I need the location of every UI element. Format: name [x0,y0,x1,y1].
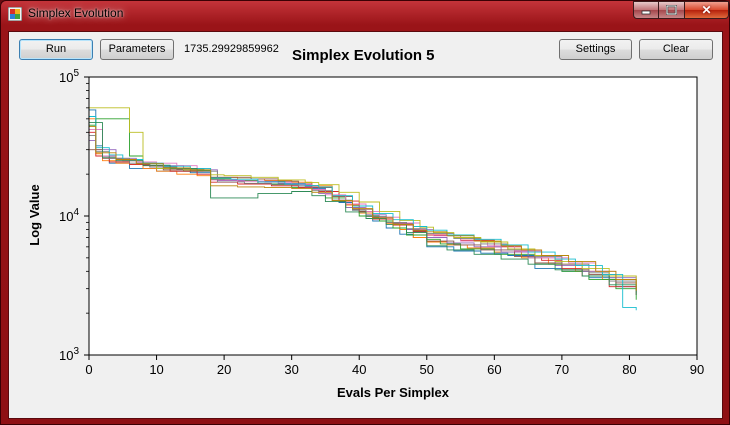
y-tick-label: 105 [59,68,79,85]
x-tick-label: 30 [284,362,298,377]
y-ticks: 103 104 105 [59,68,89,363]
app-icon [8,7,22,21]
title-bar[interactable]: Simplex Evolution ✕ [1,1,729,27]
maximize-icon [659,2,684,18]
close-icon: ✕ [701,3,712,17]
minimize-icon [634,2,658,18]
series-line-10 [89,116,637,311]
x-tick-label: 90 [690,362,704,377]
y-axis-label: Log Value [27,184,42,245]
y-tick-label: 104 [59,207,79,224]
x-tick-label: 80 [622,362,636,377]
x-tick-label: 0 [85,362,92,377]
y-tick-label: 103 [59,346,79,363]
clear-button[interactable]: Clear [639,39,713,60]
close-button[interactable]: ✕ [685,1,729,19]
chart-title: Simplex Evolution 5 [292,47,435,64]
window-title: Simplex Evolution [28,6,124,20]
x-tick-label: 70 [555,362,569,377]
x-tick-label: 60 [487,362,501,377]
chart: 0 10 20 30 40 50 60 70 80 90 103 104 105 Evals Per … [27,68,704,400]
x-tick-label: 50 [420,362,434,377]
series-line-12 [89,126,637,291]
x-ticks: 0 10 20 30 40 50 60 70 80 90 [85,355,704,377]
x-tick-label: 20 [217,362,231,377]
minimize-button[interactable] [633,1,659,19]
x-axis-label: Evals Per Simplex [337,385,450,400]
run-button[interactable]: Run [19,39,93,60]
settings-button[interactable]: Settings [559,39,632,60]
maximize-button[interactable] [659,1,685,19]
x-tick-label: 40 [352,362,366,377]
parameters-button[interactable]: Parameters [100,39,174,60]
series-layer [89,107,637,311]
client-area: Run Parameters 1735.29929859962 Simplex … [8,31,723,419]
caption-buttons: ✕ [633,1,729,20]
x-tick-label: 10 [149,362,163,377]
best-value-label: 1735.29929859962 [184,43,279,55]
